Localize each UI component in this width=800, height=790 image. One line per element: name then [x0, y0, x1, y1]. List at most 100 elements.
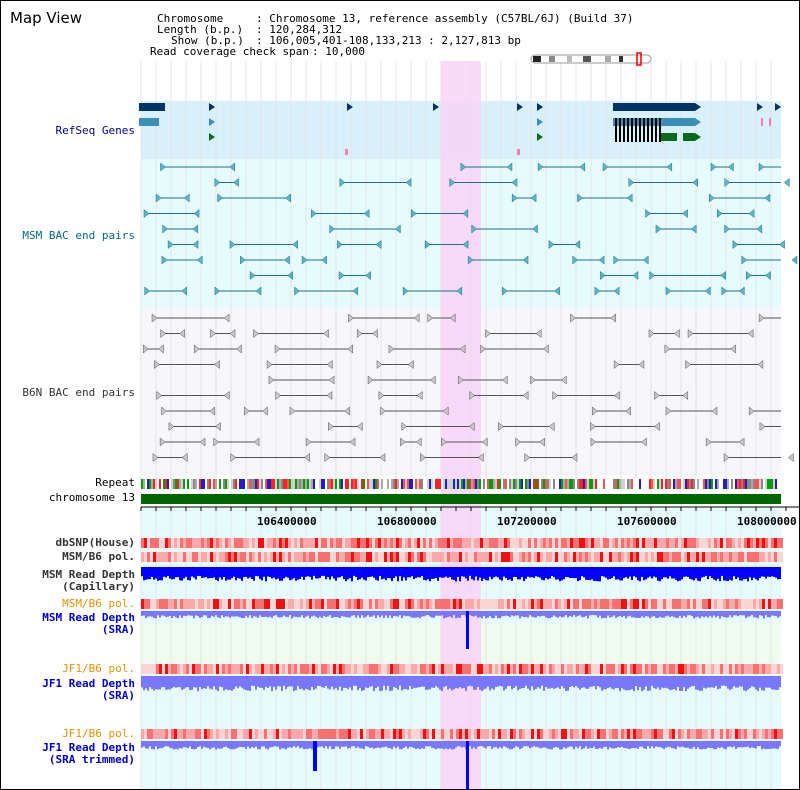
- depth-bar: [719, 567, 721, 582]
- track-label-msm-bac[interactable]: MSM BAC end pairs: [22, 229, 135, 242]
- depth-bar: [379, 676, 381, 691]
- repeat-segment: [635, 479, 637, 489]
- depth-bar: [223, 567, 225, 577]
- repeat-segment: [285, 479, 287, 489]
- depth-bar: [385, 567, 387, 581]
- repeat-segment: [379, 479, 381, 489]
- depth-bar: [211, 611, 213, 616]
- depth-bar: [361, 676, 363, 691]
- depth-bar: [219, 676, 221, 687]
- depth-bar: [655, 676, 657, 689]
- pol-cell: [765, 664, 768, 674]
- depth-bar: [231, 676, 233, 691]
- repeat-segment: [155, 479, 157, 489]
- bac-pair-end: [543, 344, 549, 354]
- depth-bar: [559, 741, 561, 750]
- repeat-segment: [347, 479, 349, 489]
- depth-bar: [591, 567, 593, 580]
- pol-cell: [321, 599, 324, 609]
- depth-bar: [567, 567, 569, 578]
- bac-pair-end: [704, 286, 711, 296]
- pol-cell: [756, 664, 759, 674]
- pol-cell: [147, 538, 150, 548]
- depth-bar: [513, 741, 515, 749]
- depth-bar: [697, 741, 699, 748]
- repeat-segment: [313, 479, 315, 489]
- depth-bar: [423, 567, 425, 580]
- pol-cell: [567, 729, 570, 739]
- pol-cell: [507, 599, 510, 609]
- depth-bar: [475, 567, 477, 577]
- depth-bar: [611, 611, 613, 617]
- depth-bar: [555, 741, 557, 747]
- bac-pair-end: [705, 437, 712, 447]
- pol-cell: [390, 664, 393, 674]
- bac-pair-end: [154, 359, 160, 370]
- repeat-segment: [215, 479, 217, 489]
- depth-bar: [627, 676, 629, 691]
- depth-bar: [435, 676, 437, 687]
- depth-bar: [257, 611, 259, 618]
- pol-cell: [228, 599, 231, 609]
- pol-cell: [231, 552, 234, 562]
- pol-cell: [582, 538, 585, 548]
- repeat-segment: [157, 479, 159, 489]
- depth-bar: [685, 567, 687, 577]
- pol-cell: [222, 538, 225, 548]
- depth-bar: [259, 567, 261, 580]
- depth-bar: [409, 567, 411, 578]
- pol-cell: [594, 538, 597, 548]
- depth-bar: [507, 611, 509, 617]
- pol-cell: [171, 729, 174, 739]
- repeat-segment: [525, 479, 527, 489]
- depth-bar: [425, 676, 427, 690]
- depth-bar: [303, 741, 305, 750]
- depth-bar: [227, 741, 229, 748]
- depth-bar: [327, 676, 329, 689]
- bac-pair-end: [304, 452, 310, 463]
- pol-cell: [435, 599, 438, 609]
- pol-cell: [501, 599, 504, 609]
- depth-bar: [245, 567, 247, 577]
- depth-bar: [289, 611, 291, 616]
- depth-bar: [701, 567, 703, 578]
- bac-pair-end: [233, 177, 239, 188]
- bac-pair-end: [625, 406, 631, 416]
- depth-bar: [451, 611, 453, 618]
- pol-cell: [273, 552, 276, 562]
- depth-bar: [597, 567, 599, 582]
- depth-bar: [701, 741, 703, 750]
- bac-pair-end: [181, 452, 188, 463]
- depth-bar: [779, 567, 781, 580]
- depth-bar: [607, 611, 609, 616]
- depth-bar: [225, 676, 227, 690]
- depth-bar: [281, 741, 283, 749]
- depth-bar: [767, 611, 769, 618]
- chromosome-value: : Chromosome 13, reference assembly (C57…: [256, 12, 634, 25]
- depth-bar: [431, 611, 433, 618]
- pol-cell: [264, 664, 267, 674]
- pol-cell: [693, 599, 696, 609]
- pol-cell: [153, 538, 156, 548]
- depth-bar: [143, 611, 145, 616]
- pol-cell: [339, 729, 342, 739]
- depth-bar: [339, 611, 341, 619]
- depth-bar: [333, 741, 335, 749]
- depth-bar: [171, 676, 173, 689]
- bac-pair-end: [416, 390, 423, 401]
- depth-bar: [547, 741, 549, 749]
- depth-bar: [615, 567, 617, 580]
- depth-bar: [193, 611, 195, 619]
- depth-bar: [757, 567, 759, 581]
- track-label-refseq-genes[interactable]: RefSeq Genes: [55, 124, 135, 137]
- depth-bar: [195, 611, 197, 616]
- depth-bar: [499, 676, 501, 686]
- track-label-b6n-bac[interactable]: B6N BAC end pairs: [22, 386, 135, 399]
- pol-cell: [201, 538, 204, 548]
- bac-pair-end: [405, 177, 412, 188]
- pol-cell: [525, 599, 528, 609]
- gene-exon: [659, 118, 661, 142]
- depth-bar: [515, 676, 517, 687]
- bac-pair-end: [380, 406, 386, 416]
